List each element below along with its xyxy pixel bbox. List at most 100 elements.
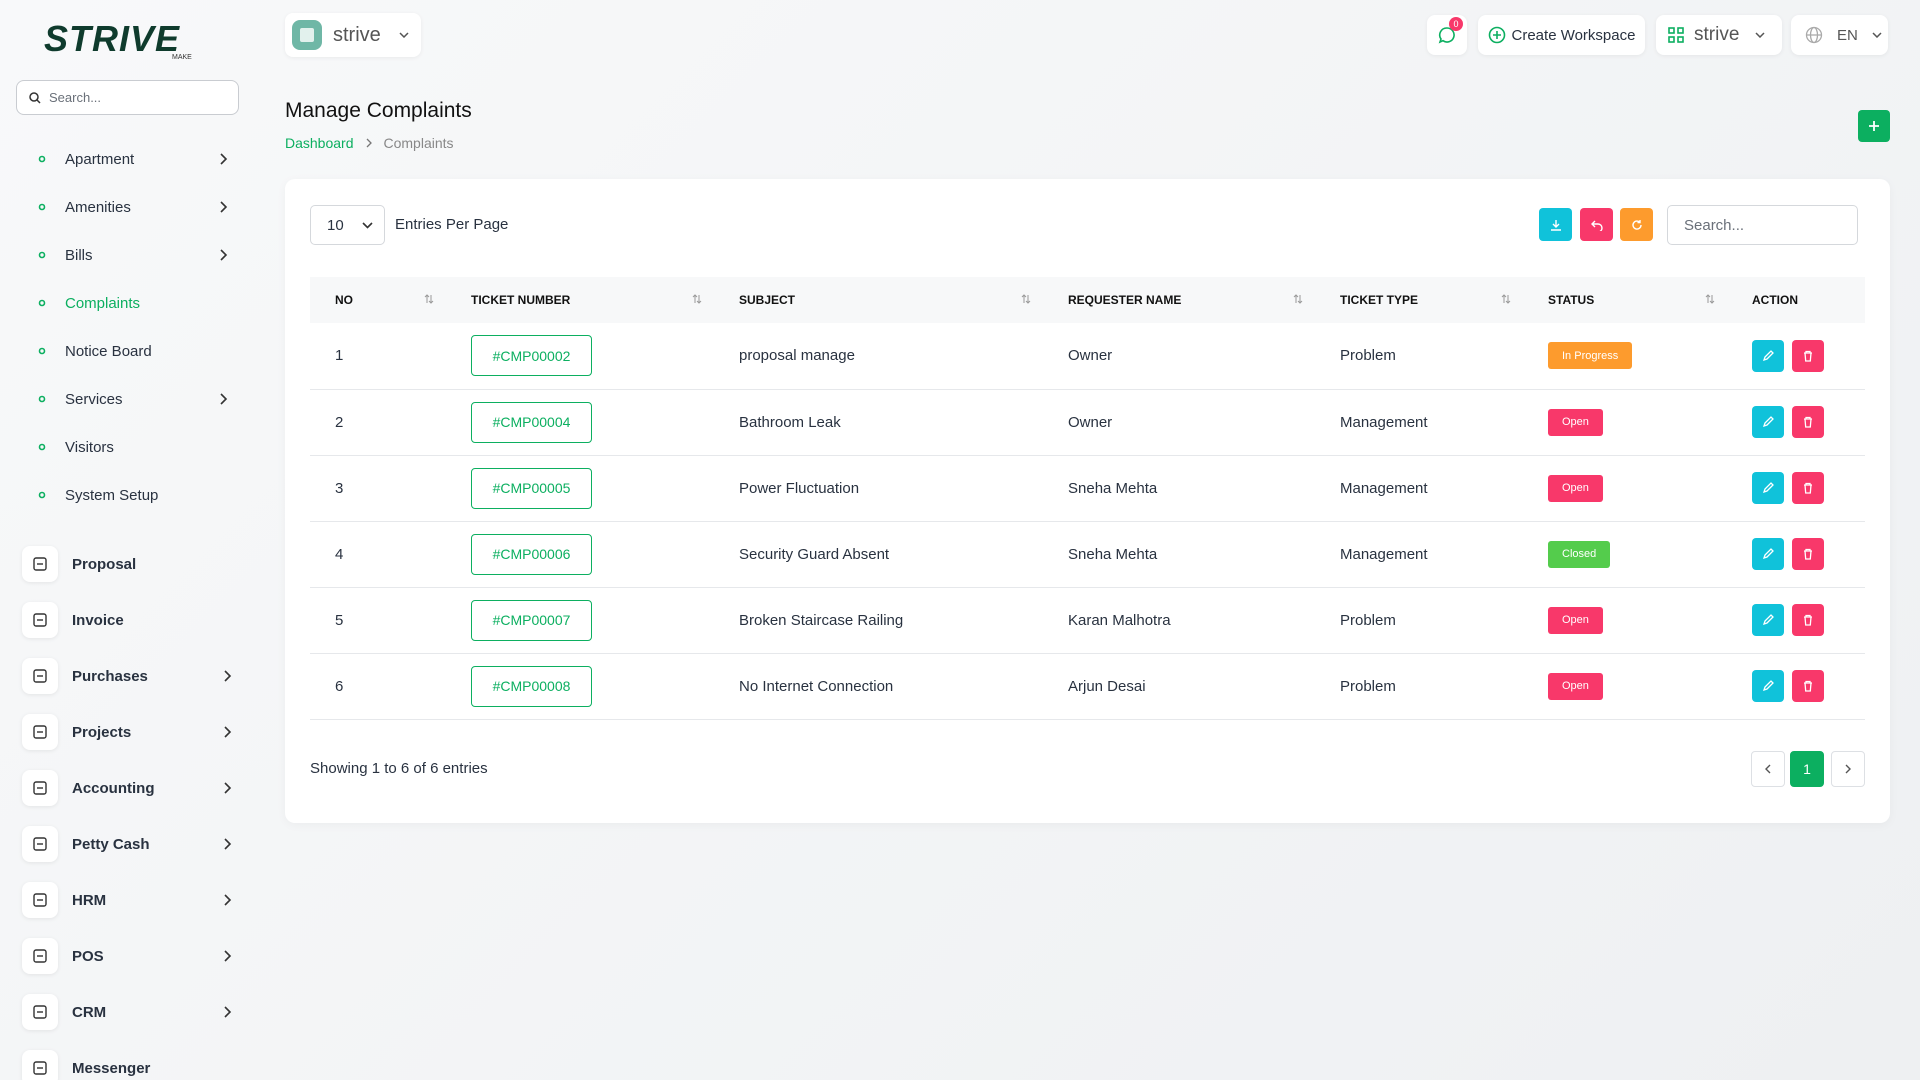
delete-button[interactable] [1792, 604, 1824, 636]
menu-item[interactable]: CRM [22, 994, 232, 1030]
ticket-button[interactable]: #CMP00005 [471, 467, 592, 509]
export-button[interactable] [1539, 208, 1572, 241]
cell-no: 3 [310, 455, 446, 522]
ticket-button[interactable]: #CMP00002 [471, 335, 592, 377]
workspace-switcher[interactable]: strive [285, 13, 421, 57]
menu-item[interactable]: Proposal [22, 546, 232, 582]
edit-button[interactable] [1752, 670, 1784, 702]
workspace-menu[interactable]: strive [1656, 15, 1782, 55]
sub-menu-item[interactable]: Amenities [38, 192, 228, 222]
pencil-icon [1762, 548, 1774, 560]
create-workspace-button[interactable]: Create Workspace [1478, 15, 1645, 55]
logo-sub: MAKE [172, 54, 192, 61]
cell-type: Management [1315, 521, 1523, 588]
chevron [224, 950, 232, 962]
cell-no: 6 [310, 653, 446, 720]
grid-icon [1668, 27, 1684, 43]
ticket-button[interactable]: #CMP00008 [471, 665, 592, 707]
cell-ticket: #CMP00006 [446, 521, 714, 588]
menu-item[interactable]: Accounting [22, 770, 232, 806]
sub-menu-item[interactable]: Complaints [38, 288, 228, 318]
menu-icon [22, 714, 58, 750]
chevron-left [1765, 764, 1771, 774]
menu-label: CRM [72, 1003, 107, 1021]
table-search[interactable]: Search... [1667, 205, 1858, 245]
cell-subject: proposal manage [714, 323, 1043, 390]
cell-action [1727, 389, 1865, 456]
sub-menu-item[interactable]: System Setup [38, 480, 228, 510]
column-header[interactable]: TICKET TYPE [1315, 277, 1523, 323]
entries-label: Entries Per Page [395, 216, 509, 233]
icon [33, 1005, 47, 1019]
menu-item[interactable]: Petty Cash [22, 826, 232, 862]
search-placeholder: Search... [49, 90, 102, 105]
sort-icon [1293, 294, 1303, 304]
menu-item[interactable]: POS [22, 938, 232, 974]
search-icon [29, 91, 41, 104]
edit-button[interactable] [1752, 406, 1784, 438]
cell-type: Problem [1315, 587, 1523, 654]
delete-button[interactable] [1792, 472, 1824, 504]
sub-menu-item[interactable]: Services [38, 384, 228, 414]
chevron [362, 221, 373, 229]
menu-item[interactable]: Invoice [22, 602, 232, 638]
cell-status: Open [1523, 389, 1727, 456]
notification-button[interactable]: 0 [1427, 15, 1467, 55]
edit-button[interactable] [1752, 604, 1784, 636]
ticket-button[interactable]: #CMP00006 [471, 533, 592, 575]
column-header[interactable]: TICKET NUMBER [446, 277, 714, 323]
undo-button[interactable] [1580, 208, 1613, 241]
cell-requester: Arjun Desai [1043, 653, 1315, 720]
chevron [224, 726, 232, 738]
refresh-button[interactable] [1620, 208, 1653, 241]
sort-icon [1705, 294, 1715, 304]
page-number[interactable]: 1 [1790, 751, 1824, 787]
menu-item[interactable]: Messenger [22, 1050, 232, 1080]
ticket-button[interactable]: #CMP00007 [471, 599, 592, 641]
ticket-button[interactable]: #CMP00004 [471, 401, 592, 443]
delete-button[interactable] [1792, 538, 1824, 570]
delete-button[interactable] [1792, 339, 1824, 372]
delete-button[interactable] [1792, 670, 1824, 702]
bullet [38, 491, 46, 499]
menu-label: Complaints [65, 294, 141, 312]
breadcrumb-link[interactable]: Dashboard [285, 135, 354, 151]
breadcrumb: Dashboard Complaints [285, 135, 454, 151]
cell-subject: Power Fluctuation [714, 455, 1043, 522]
column-header[interactable]: REQUESTER NAME [1043, 277, 1315, 323]
edit-button[interactable] [1752, 538, 1784, 570]
prev-page[interactable] [1751, 751, 1785, 787]
add-button[interactable] [1858, 110, 1890, 142]
cell-subject: Security Guard Absent [714, 521, 1043, 588]
icon [33, 1061, 47, 1075]
entries-select[interactable]: 10 [310, 205, 385, 245]
delete-button[interactable] [1792, 406, 1824, 438]
sub-menu-item[interactable]: Bills [38, 240, 228, 270]
chevron [399, 32, 409, 38]
menu-label: Projects [72, 723, 132, 741]
menu-item[interactable]: Purchases [22, 658, 232, 694]
refresh-icon [1631, 219, 1642, 230]
language-menu[interactable]: EN [1791, 15, 1888, 55]
column-header[interactable]: NO [310, 277, 446, 323]
icon [33, 613, 47, 627]
menu-icon [22, 938, 58, 974]
table-row: 1 #CMP00002 proposal manage Owner Problem In … [310, 323, 1865, 390]
sub-menu-item[interactable]: Visitors [38, 432, 228, 462]
sub-menu-item[interactable]: Apartment [38, 144, 228, 174]
chevron [224, 1006, 232, 1018]
chevron [220, 153, 228, 165]
sub-menu-item[interactable]: Notice Board [38, 336, 228, 366]
undo-icon [1590, 220, 1603, 231]
edit-button[interactable] [1752, 339, 1784, 372]
column-header[interactable]: SUBJECT [714, 277, 1043, 323]
next-page[interactable] [1831, 751, 1865, 787]
chevron [224, 838, 232, 850]
edit-button[interactable] [1752, 472, 1784, 504]
sidebar-search[interactable]: Search... [16, 80, 239, 115]
icon [33, 725, 47, 739]
column-header[interactable]: STATUS [1523, 277, 1727, 323]
sub-menu-item[interactable]: Owner [38, 118, 228, 126]
menu-item[interactable]: Projects [22, 714, 232, 750]
menu-item[interactable]: HRM [22, 882, 232, 918]
